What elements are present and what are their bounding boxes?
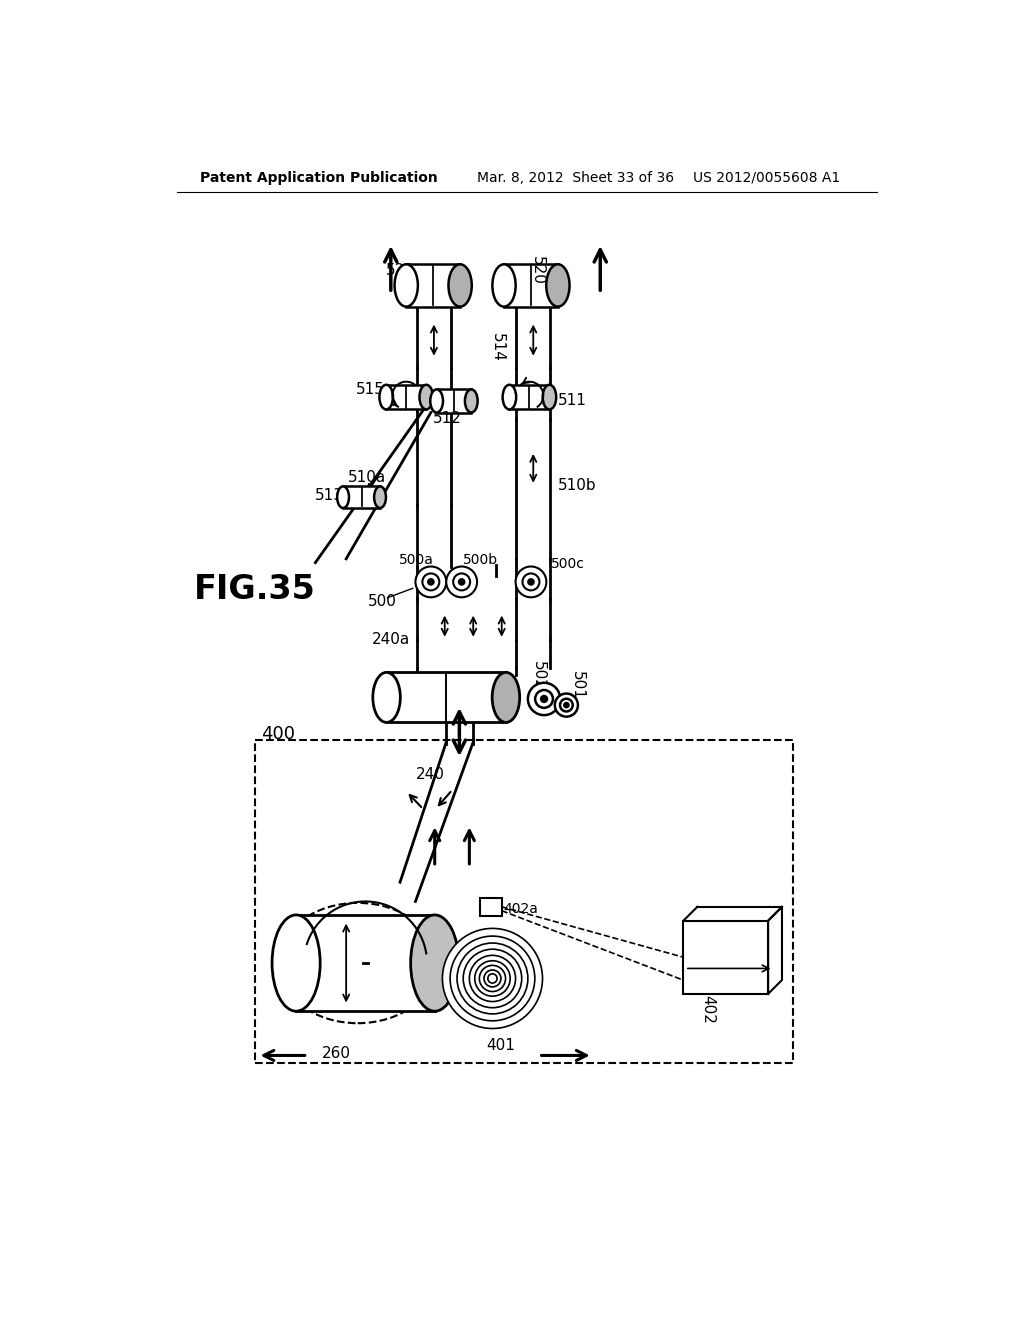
Bar [509,385,550,409]
Circle shape [454,573,470,590]
Text: 260: 260 [322,1045,350,1061]
Ellipse shape [411,915,459,1011]
Circle shape [522,573,540,590]
Bar [683,921,768,994]
Ellipse shape [272,915,321,1011]
Text: 500c: 500c [551,557,585,572]
Circle shape [442,928,543,1028]
Text: 513: 513 [315,488,344,503]
Circle shape [446,566,477,597]
Text: 515: 515 [355,381,384,397]
Ellipse shape [374,487,386,508]
Text: 500a: 500a [398,553,433,568]
Bar [255,739,793,1063]
Circle shape [564,704,568,708]
Circle shape [475,961,510,997]
Text: FIG.35: FIG.35 [194,573,315,606]
Text: Mar. 8, 2012  Sheet 33 of 36: Mar. 8, 2012 Sheet 33 of 36 [477,170,674,185]
Text: 500b: 500b [463,553,499,568]
Text: 520: 520 [529,256,545,285]
Bar [387,672,506,722]
Circle shape [536,690,553,708]
Circle shape [487,974,497,983]
Text: 401: 401 [486,1038,515,1053]
Ellipse shape [465,389,477,412]
Circle shape [528,682,560,715]
Circle shape [555,693,578,717]
Circle shape [457,942,528,1014]
Text: 402a: 402a [503,902,539,916]
Ellipse shape [493,264,516,306]
Ellipse shape [449,264,472,306]
Text: 501: 501 [569,672,585,701]
Ellipse shape [503,385,516,409]
Text: 240a: 240a [372,632,410,647]
Circle shape [541,696,547,702]
Text: 402: 402 [700,995,716,1024]
Ellipse shape [394,264,418,306]
Circle shape [528,579,534,585]
Bar [386,385,426,409]
Circle shape [484,970,501,987]
Circle shape [451,936,535,1020]
Bar [296,915,435,1011]
Text: 521: 521 [386,263,415,277]
Ellipse shape [373,672,400,722]
Text: 400: 400 [261,726,296,743]
Bar [480,898,502,916]
Circle shape [422,573,439,590]
Circle shape [469,956,515,1002]
Ellipse shape [380,385,393,409]
Bar [436,389,471,412]
Text: US 2012/0055608 A1: US 2012/0055608 A1 [692,170,840,185]
Bar [343,487,380,508]
Circle shape [560,698,572,711]
Ellipse shape [546,264,569,306]
Bar [504,264,558,306]
Circle shape [463,949,521,1007]
Text: Patent Application Publication: Patent Application Publication [200,170,437,185]
Text: 512: 512 [433,411,462,426]
Ellipse shape [493,672,520,722]
Circle shape [428,579,433,585]
Ellipse shape [430,389,443,412]
Text: 500: 500 [368,594,396,609]
Text: 514: 514 [490,333,505,362]
Ellipse shape [337,487,349,508]
Text: 240: 240 [416,767,444,781]
Circle shape [416,566,446,597]
Text: 511: 511 [558,393,587,408]
Text: 502: 502 [531,661,546,690]
Ellipse shape [543,385,556,409]
Ellipse shape [420,385,433,409]
Bar [407,264,460,306]
Circle shape [459,579,465,585]
Text: 510a: 510a [348,470,386,486]
Circle shape [479,965,506,991]
Text: 510b: 510b [558,478,597,494]
Circle shape [515,566,547,597]
